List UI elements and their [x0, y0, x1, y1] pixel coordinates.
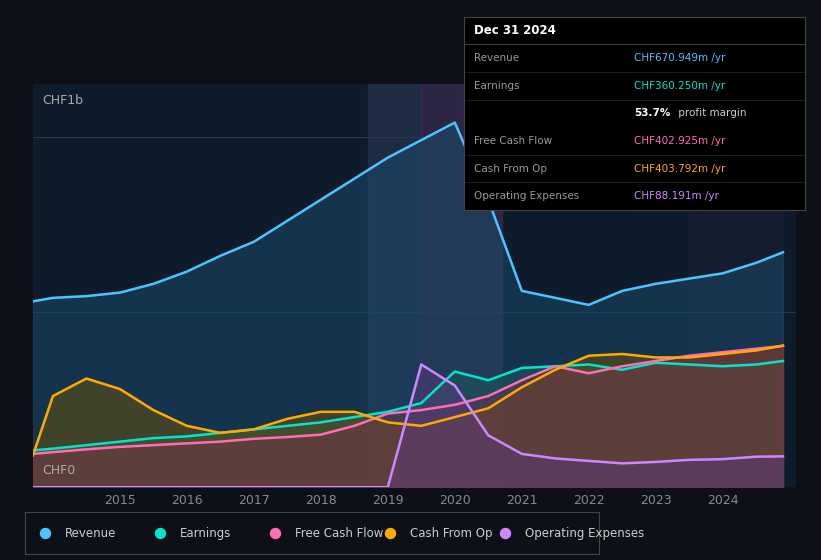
Text: Free Cash Flow: Free Cash Flow [295, 527, 383, 540]
Text: Cash From Op: Cash From Op [410, 527, 492, 540]
Text: Operating Expenses: Operating Expenses [474, 191, 580, 201]
Text: 53.7%: 53.7% [635, 109, 671, 118]
Text: Earnings: Earnings [474, 81, 520, 91]
Text: CHF88.191m /yr: CHF88.191m /yr [635, 191, 719, 201]
Text: profit margin: profit margin [675, 109, 746, 118]
Text: CHF0: CHF0 [42, 464, 76, 477]
Text: Cash From Op: Cash From Op [474, 164, 547, 174]
Text: Operating Expenses: Operating Expenses [525, 527, 644, 540]
Bar [689, 84, 783, 487]
Bar [368, 84, 421, 487]
Text: CHF360.250m /yr: CHF360.250m /yr [635, 81, 726, 91]
Text: CHF403.792m /yr: CHF403.792m /yr [635, 164, 726, 174]
Text: Dec 31 2024: Dec 31 2024 [474, 24, 556, 37]
Text: Free Cash Flow: Free Cash Flow [474, 136, 553, 146]
Text: Earnings: Earnings [180, 527, 232, 540]
Text: CHF402.925m /yr: CHF402.925m /yr [635, 136, 726, 146]
Text: CHF670.949m /yr: CHF670.949m /yr [635, 53, 726, 63]
Bar [421, 84, 502, 487]
Text: Revenue: Revenue [474, 53, 519, 63]
Text: Revenue: Revenue [65, 527, 117, 540]
Text: CHF1b: CHF1b [42, 94, 83, 107]
